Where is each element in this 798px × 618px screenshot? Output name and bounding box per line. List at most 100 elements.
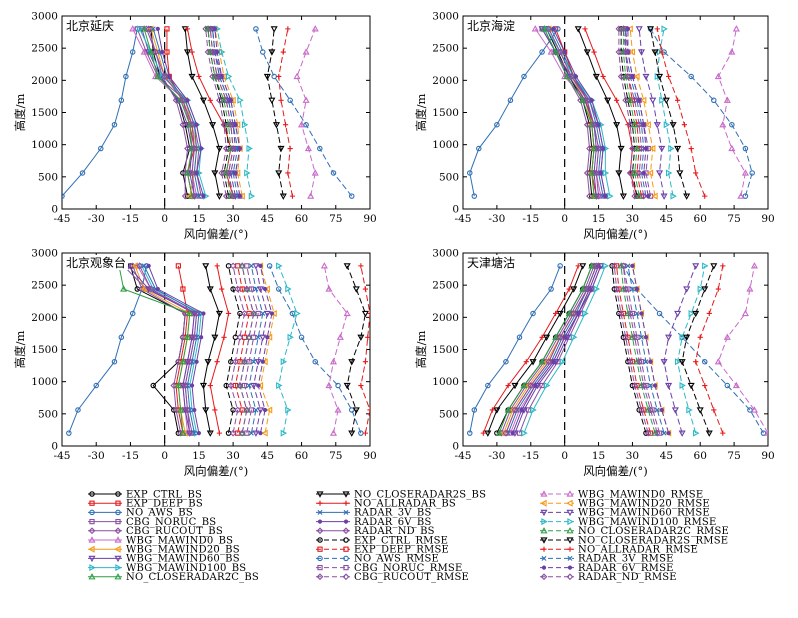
- data-point: [674, 358, 682, 366]
- panel-yanqing: -45 -30 -15 0 15 30 45 60 75 90 0 500 1000 1500 2000 25…: [13, 11, 377, 242]
- data-point: [662, 97, 670, 105]
- series-wbg-mawind0-rmse: [714, 262, 768, 436]
- data-point: [619, 285, 627, 292]
- y-tick-label: 2000: [432, 312, 459, 324]
- legend-entry: NO_CLOSERADAR2S_BS: [316, 489, 486, 500]
- data-point: [495, 429, 503, 436]
- data-point: [615, 25, 623, 33]
- data-point: [167, 74, 172, 79]
- legend-label: NO_CLOSERADAR2C_BS: [126, 572, 259, 583]
- series-radar-nd-rmse: [620, 262, 661, 437]
- data-point: [253, 407, 259, 413]
- data-point: [277, 145, 285, 153]
- data-point: [214, 263, 220, 269]
- series-no-aws-rmse: [253, 26, 355, 199]
- data-point: [147, 48, 155, 55]
- series-radar-6v-bs: [551, 26, 608, 199]
- data-point: [183, 333, 192, 340]
- data-point: [635, 358, 643, 366]
- legend-label: CBG_NORUC_BS: [126, 517, 216, 528]
- data-point: [194, 170, 199, 176]
- panel-guanxiangtai: -45 -30 -15 0 15 30 45 60 75 90 0 500 1000 1500 2000 25…: [13, 248, 377, 479]
- data-point: [325, 381, 333, 389]
- panel-title: 北京海淀: [467, 18, 515, 33]
- data-point: [659, 96, 666, 104]
- data-point: [111, 358, 118, 365]
- legend-marker: [317, 564, 323, 571]
- data-point: [199, 97, 207, 105]
- data-point: [598, 170, 603, 176]
- legend-label: EXP_DEEP_RMSE: [354, 545, 449, 556]
- data-point: [665, 169, 673, 177]
- y-tick-label: 2500: [31, 280, 58, 292]
- data-point: [186, 309, 194, 317]
- legend-label: WBG_MAWIND0_RMSE: [578, 489, 703, 500]
- data-point: [688, 145, 694, 152]
- data-point: [750, 406, 758, 413]
- data-point: [637, 98, 642, 103]
- legend-entry: NO_CLOSERADAR2C_BS: [88, 572, 259, 583]
- data-point: [334, 406, 342, 413]
- data-point: [641, 122, 646, 127]
- legend-marker: [540, 509, 548, 517]
- series-line: [650, 28, 688, 197]
- data-point: [637, 381, 646, 389]
- series-wbg-mawind100-rmse: [276, 262, 301, 437]
- legend-entry: WBG_MAWIND100_RMSE: [540, 517, 716, 528]
- series-group: [62, 25, 355, 200]
- data-point: [188, 121, 196, 129]
- panel-title: 北京延庆: [66, 19, 114, 33]
- data-point: [225, 169, 232, 177]
- data-point: [302, 48, 310, 55]
- data-point: [193, 310, 200, 317]
- data-point: [183, 169, 192, 176]
- data-point: [293, 72, 301, 80]
- series-line: [244, 265, 259, 434]
- data-point: [287, 97, 293, 104]
- data-point: [276, 262, 283, 270]
- data-point: [631, 333, 639, 341]
- series-no-closeradar2s-rmse: [343, 263, 369, 437]
- series-cbg-rucout-rmse: [227, 262, 248, 437]
- legend-entry: RADAR_ND_BS: [316, 526, 434, 537]
- data-point: [638, 406, 645, 414]
- legend-marker: [566, 509, 574, 517]
- legend-marker: [316, 491, 324, 498]
- series-line: [152, 28, 200, 197]
- legend-marker: [566, 527, 574, 534]
- legend-entry: CBG_RUCOUT_RMSE: [316, 572, 469, 583]
- series-wbg-mawind20-rmse: [626, 25, 658, 200]
- x-tick-label: 15: [592, 450, 605, 462]
- data-point: [280, 358, 288, 366]
- data-point: [539, 49, 545, 55]
- data-point: [329, 429, 338, 436]
- data-point: [248, 430, 254, 436]
- data-point: [175, 263, 181, 269]
- legend-marker: [317, 546, 323, 552]
- data-point: [529, 359, 537, 366]
- legend-label: WBG_MAWIND20_RMSE: [578, 499, 710, 510]
- data-point: [614, 97, 620, 103]
- data-point: [75, 407, 81, 413]
- data-point: [603, 194, 608, 199]
- data-point: [570, 310, 578, 317]
- data-point: [568, 73, 575, 80]
- data-point: [179, 357, 187, 365]
- data-point: [628, 333, 636, 340]
- data-point: [220, 96, 228, 103]
- series-radar-3v-rmse: [246, 263, 266, 436]
- data-point: [268, 97, 276, 105]
- data-point: [225, 120, 233, 128]
- series-line: [127, 265, 195, 434]
- legend-entry: NO_AWS_RMSE: [316, 554, 439, 565]
- data-point: [579, 263, 587, 270]
- data-point: [188, 334, 196, 342]
- data-point: [174, 358, 182, 366]
- series-radar-nd-rmse: [620, 25, 648, 200]
- data-point: [652, 383, 658, 388]
- data-point: [196, 431, 201, 436]
- y-tick-label: 2000: [432, 75, 459, 87]
- data-point: [140, 48, 148, 55]
- data-point: [228, 98, 233, 103]
- series-line: [622, 28, 645, 197]
